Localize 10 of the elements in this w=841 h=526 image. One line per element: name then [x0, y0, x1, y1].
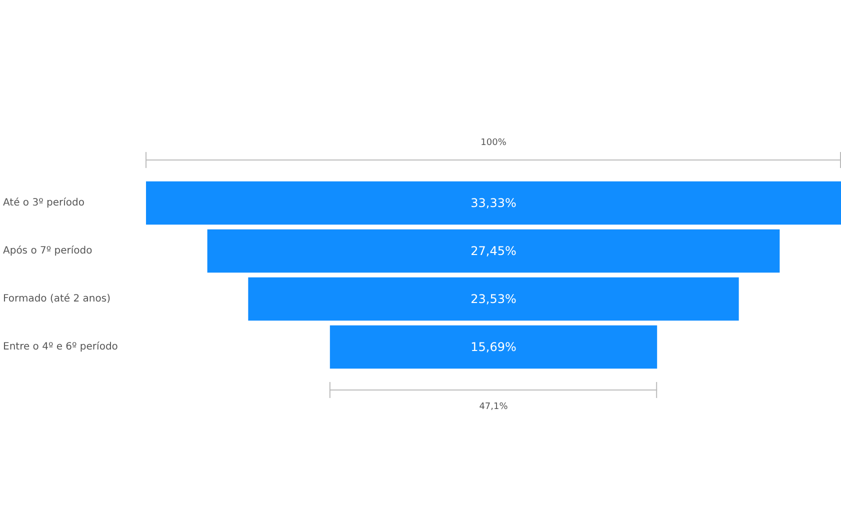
category-label: Até o 3º período	[3, 198, 84, 208]
category-label: Entre o 4º e 6º período	[3, 342, 118, 352]
text: 47,1%	[479, 402, 508, 412]
data-label: 15,69%	[470, 340, 516, 354]
data-label: 33,33%	[470, 196, 516, 210]
text: 100%	[480, 138, 507, 148]
category-label: Formado (até 2 anos)	[3, 294, 111, 304]
data-label: 27,45%	[470, 244, 516, 258]
data-label: 23,53%	[470, 292, 516, 306]
category-label: Após o 7º período	[3, 246, 92, 256]
